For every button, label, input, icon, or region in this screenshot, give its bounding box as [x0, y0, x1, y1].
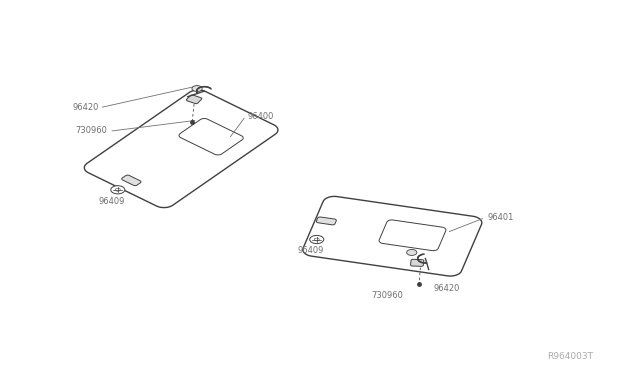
Circle shape [310, 235, 324, 244]
Polygon shape [316, 217, 337, 225]
Polygon shape [122, 175, 141, 186]
Text: 96409: 96409 [297, 246, 324, 255]
Text: 96401: 96401 [487, 213, 513, 222]
Text: 96400: 96400 [248, 112, 274, 121]
Text: R964003T: R964003T [547, 352, 593, 361]
Text: 730960: 730960 [76, 126, 108, 135]
Polygon shape [303, 196, 482, 276]
Polygon shape [379, 220, 446, 251]
Circle shape [111, 186, 125, 194]
Text: 96420: 96420 [72, 103, 99, 112]
Text: 96409: 96409 [98, 197, 125, 206]
Circle shape [192, 86, 202, 92]
Text: 96420: 96420 [433, 283, 460, 293]
Polygon shape [410, 259, 424, 266]
Circle shape [406, 250, 417, 256]
Polygon shape [179, 119, 243, 155]
Text: 730960: 730960 [371, 291, 403, 300]
Polygon shape [84, 90, 278, 208]
Polygon shape [186, 95, 202, 104]
